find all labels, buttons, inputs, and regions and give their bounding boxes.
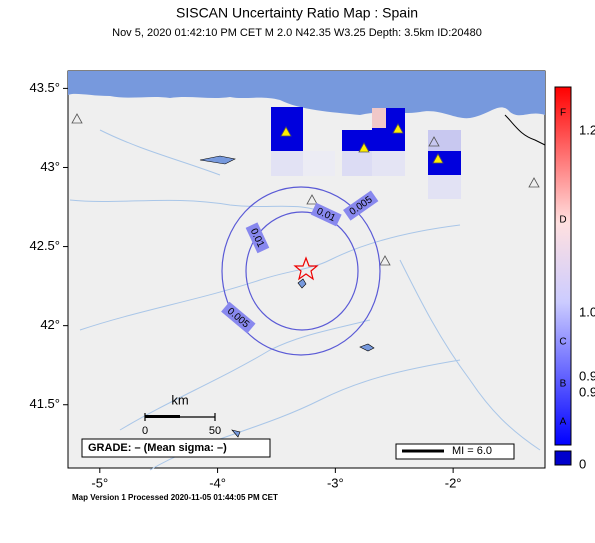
uncertainty-cells xyxy=(271,107,461,199)
scale-start: 0 xyxy=(142,425,148,437)
y-tick-label: 43.5° xyxy=(29,80,60,95)
grade-letter: B xyxy=(560,379,567,390)
colorbar: F D C B A 1.2 1.0 0.9 0.9 0 xyxy=(554,86,595,471)
mi-legend: MI = 6.0 xyxy=(452,445,492,457)
footer: Map Version 1 Processed 2020-11-05 01:44… xyxy=(72,493,278,502)
scale-unit: km xyxy=(171,392,188,407)
stations xyxy=(71,113,540,266)
grade-letter: A xyxy=(560,417,567,428)
epicenter-star xyxy=(293,256,319,281)
y-tick-label: 43° xyxy=(40,159,60,174)
x-tick-label: -5° xyxy=(91,475,108,490)
map-frame: 0.01 0.005 0.01 0.005 km 0 50 GRADE: – (… xyxy=(67,70,546,471)
colorbar-label: 0 xyxy=(579,456,586,471)
title: SISCAN Uncertainty Ratio Map : Spain xyxy=(176,5,418,21)
colorbar-label: 1.2 xyxy=(579,122,595,137)
grade-letter: F xyxy=(560,108,566,119)
grade: GRADE: – (Mean sigma: –) xyxy=(88,442,227,454)
x-tick-label: -4° xyxy=(209,475,226,490)
colorbar-label: 1.0 xyxy=(579,304,595,319)
colorbar-label: 0.9 xyxy=(579,384,595,399)
y-tick-label: 42.5° xyxy=(29,238,60,253)
y-tick-label: 42° xyxy=(40,317,60,332)
grade-letter: D xyxy=(559,215,566,226)
scale-end: 50 xyxy=(209,425,221,437)
x-tick-label: -3° xyxy=(327,475,344,490)
x-tick-label: -2° xyxy=(445,475,462,490)
grade-letter: C xyxy=(559,337,566,348)
y-tick-label: 41.5° xyxy=(29,396,60,411)
colorbar-label: 0.9 xyxy=(579,368,595,383)
subtitle: Nov 5, 2020 01:42:10 PM CET M 2.0 N42.35… xyxy=(112,27,482,39)
